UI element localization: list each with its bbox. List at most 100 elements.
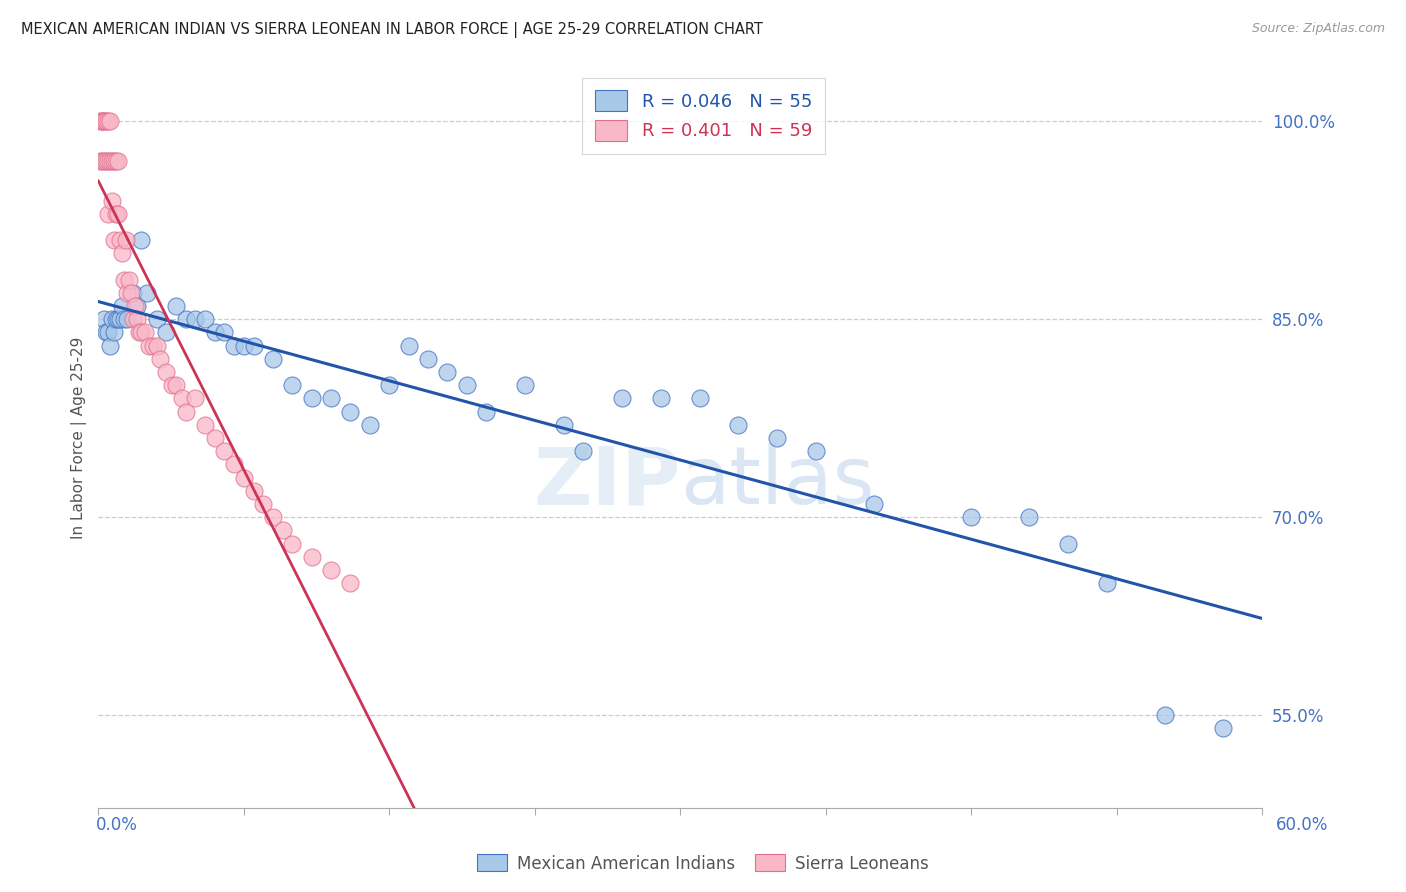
Point	[766, 431, 789, 445]
Point	[127, 312, 149, 326]
Point	[129, 326, 152, 340]
Point	[232, 339, 254, 353]
Point	[513, 378, 536, 392]
Point	[1095, 576, 1118, 591]
Point	[93, 312, 115, 326]
Point	[112, 273, 135, 287]
Point	[107, 153, 129, 168]
Point	[727, 417, 749, 432]
Point	[93, 114, 115, 128]
Point	[252, 497, 274, 511]
Point	[122, 312, 145, 326]
Point	[91, 114, 114, 128]
Point	[165, 378, 187, 392]
Point	[122, 285, 145, 300]
Point	[107, 207, 129, 221]
Point	[98, 153, 121, 168]
Point	[281, 378, 304, 392]
Point	[97, 114, 120, 128]
Point	[149, 351, 172, 366]
Point	[1018, 510, 1040, 524]
Point	[145, 339, 167, 353]
Point	[117, 285, 139, 300]
Point	[224, 458, 246, 472]
Point	[553, 417, 575, 432]
Point	[89, 114, 111, 128]
Point	[135, 285, 157, 300]
Point	[416, 351, 439, 366]
Point	[184, 312, 207, 326]
Point	[214, 326, 236, 340]
Point	[863, 497, 886, 511]
Point	[93, 114, 115, 128]
Point	[1212, 722, 1234, 736]
Text: 60.0%: 60.0%	[1277, 816, 1329, 834]
Point	[111, 299, 134, 313]
Point	[204, 431, 226, 445]
Point	[134, 326, 156, 340]
Point	[103, 326, 125, 340]
Point	[301, 549, 323, 564]
Point	[359, 417, 381, 432]
Point	[138, 339, 160, 353]
Point	[103, 153, 125, 168]
Point	[127, 299, 149, 313]
Point	[98, 339, 121, 353]
Legend: R = 0.046   N = 55, R = 0.401   N = 59: R = 0.046 N = 55, R = 0.401 N = 59	[582, 78, 825, 153]
Point	[319, 392, 342, 406]
Text: ZIP: ZIP	[533, 443, 681, 522]
Point	[301, 392, 323, 406]
Point	[104, 312, 127, 326]
Point	[271, 524, 294, 538]
Point	[124, 299, 146, 313]
Point	[1154, 708, 1177, 723]
Point	[339, 576, 361, 591]
Text: Source: ZipAtlas.com: Source: ZipAtlas.com	[1251, 22, 1385, 36]
Point	[142, 339, 165, 353]
Point	[378, 378, 401, 392]
Text: atlas: atlas	[681, 443, 875, 522]
Point	[103, 233, 125, 247]
Point	[319, 563, 342, 577]
Point	[108, 312, 131, 326]
Point	[804, 444, 827, 458]
Point	[117, 312, 139, 326]
Point	[262, 351, 284, 366]
Point	[128, 326, 150, 340]
Point	[262, 510, 284, 524]
Point	[108, 233, 131, 247]
Point	[194, 417, 217, 432]
Point	[224, 339, 246, 353]
Point	[456, 378, 478, 392]
Point	[572, 444, 595, 458]
Point	[97, 326, 120, 340]
Point	[104, 207, 127, 221]
Point	[689, 392, 711, 406]
Point	[101, 194, 124, 208]
Point	[112, 312, 135, 326]
Point	[650, 392, 672, 406]
Point	[475, 405, 498, 419]
Point	[436, 365, 458, 379]
Legend: Mexican American Indians, Sierra Leoneans: Mexican American Indians, Sierra Leonean…	[471, 847, 935, 880]
Point	[174, 312, 197, 326]
Point	[1057, 536, 1080, 550]
Point	[91, 153, 114, 168]
Y-axis label: In Labor Force | Age 25-29: In Labor Force | Age 25-29	[72, 337, 87, 540]
Point	[89, 153, 111, 168]
Point	[145, 312, 167, 326]
Point	[184, 392, 207, 406]
Point	[155, 326, 177, 340]
Point	[120, 285, 142, 300]
Point	[214, 444, 236, 458]
Point	[170, 392, 193, 406]
Point	[155, 365, 177, 379]
Point	[174, 405, 197, 419]
Point	[111, 246, 134, 260]
Point	[165, 299, 187, 313]
Point	[94, 114, 117, 128]
Text: 0.0%: 0.0%	[96, 816, 138, 834]
Point	[104, 153, 127, 168]
Point	[610, 392, 633, 406]
Point	[398, 339, 420, 353]
